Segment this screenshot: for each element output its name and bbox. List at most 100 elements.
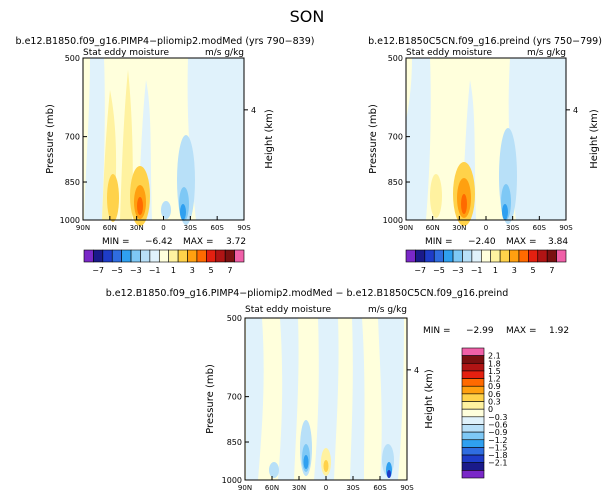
colorbar-swatch — [443, 249, 454, 263]
panel-2-blob-pos-a — [430, 174, 442, 218]
panel-2-subtitle-right: m/s g/kg — [527, 48, 566, 58]
colorbar-label: −0.3 — [488, 413, 507, 422]
colorbar-label: −5 — [433, 266, 445, 275]
colorbar-swatch — [177, 249, 188, 263]
panel-2-y-tick-label: 850 — [388, 178, 403, 187]
colorbar-label: 2.1 — [488, 352, 501, 361]
colorbar-swatch — [83, 249, 94, 263]
colorbar-label: −3 — [452, 266, 464, 275]
colorbar-label: 1 — [493, 266, 498, 275]
panel-1-min-value: −6.42 — [145, 237, 173, 247]
panel-1-x-tick-label: 60N — [103, 224, 117, 232]
colorbar-swatch — [140, 249, 151, 263]
panel-2-max-value: 3.84 — [548, 237, 568, 247]
panel-3-band-a — [246, 318, 264, 480]
panel-1-blob-neg-c — [180, 204, 186, 220]
colorbar-label: −0.6 — [488, 420, 507, 429]
panel-3-blob-pos-b — [323, 460, 329, 472]
colorbar-label: −7 — [92, 266, 104, 275]
colorbar-swatch — [130, 249, 141, 263]
colorbar-swatch — [196, 249, 207, 263]
panel-2-x-tick-label: 60N — [426, 224, 440, 232]
colorbar-swatch — [461, 385, 485, 395]
colorbar-swatch — [405, 249, 416, 263]
panel-3-min-value: −2.99 — [466, 326, 494, 336]
colorbar-swatch — [462, 249, 473, 263]
colorbar-swatch — [461, 355, 485, 364]
panel-2-subtitle-left: Stat eddy moisture — [406, 48, 492, 58]
panel-3: b.e12.B1850.f09_g16.PIMP4−pliomip2.modMe… — [106, 288, 569, 492]
panel-2-y2-tick-label: 4 — [573, 106, 578, 115]
colorbar-label: 1.5 — [488, 367, 501, 376]
colorbar-label: −0.9 — [488, 428, 507, 437]
colorbar-swatch — [461, 401, 485, 410]
colorbar-swatch — [461, 370, 485, 379]
panel-3-x-tick-label: 60S — [373, 484, 387, 492]
colorbar-label: −1 — [471, 266, 483, 275]
panel-1-x-tick-label: 90N — [76, 224, 90, 232]
colorbar-label: 5 — [209, 266, 214, 275]
panel-3-x-tick-label: 0 — [324, 484, 328, 492]
colorbar-swatch — [461, 424, 485, 433]
panel-1: b.e12.B1850.f09_g16.PIMP4−pliomip2.modMe… — [16, 36, 315, 275]
panel-3-blob-neg-f — [387, 470, 391, 478]
colorbar-swatch — [546, 249, 557, 263]
panel-3-ylabel: Pressure (mb) — [205, 364, 216, 434]
panel-2-band-sh-light — [508, 58, 566, 220]
colorbar-swatch — [461, 393, 485, 402]
panel-2-ylabel: Pressure (mb) — [368, 104, 379, 174]
colorbar-swatch — [93, 249, 104, 263]
colorbar-label: −3 — [130, 266, 142, 275]
panel-1-blob-neg-d — [161, 201, 171, 219]
panel-3-title: b.e12.B1850.f09_g16.PIMP4−pliomip2.modMe… — [106, 288, 509, 299]
panel-1-y-tick-label: 500 — [65, 54, 80, 63]
colorbar-swatch — [224, 249, 235, 263]
panel-2-blob-neg-c — [502, 204, 508, 220]
colorbar-swatch — [518, 249, 529, 263]
panel-3-plot — [244, 317, 408, 481]
panel-2-y-tick-label: 1000 — [383, 216, 403, 225]
colorbar-swatch — [461, 416, 485, 425]
colorbar-swatch — [415, 249, 426, 263]
colorbar-swatch — [461, 431, 485, 441]
panel-3-subtitle-right: m/s g/kg — [368, 305, 407, 315]
panel-2-max-label: MAX = — [506, 237, 537, 247]
panel-3-max-value: 1.92 — [549, 326, 569, 336]
colorbar-label: 0.6 — [488, 390, 501, 399]
panel-3-y2-tick-label: 4 — [414, 366, 419, 375]
panel-1-y-tick-label: 700 — [65, 133, 80, 142]
panel-3-x-ticks: 90N 60N 30N 0 30S 60S 90S — [238, 476, 414, 492]
panel-2-x-tick-label: 60S — [533, 224, 547, 232]
panel-3-min-label: MIN = — [423, 326, 451, 336]
panel-3-colorbar: 2.11.81.51.20.90.60.30−0.3−0.6−0.9−1.2−1… — [461, 347, 507, 479]
colorbar-label: −1.2 — [488, 436, 507, 445]
colorbar-swatch — [452, 249, 463, 263]
colorbar-swatch — [499, 249, 510, 263]
panel-2-x-ticks: 90N 60N 30N 0 30S 60S 90S — [399, 216, 573, 232]
panel-2-title: b.e12.B1850C5CN.f09_g16.preind (yrs 750−… — [368, 36, 602, 47]
panel-3-y-tick-label: 700 — [227, 393, 242, 402]
colorbar-label: −5 — [111, 266, 123, 275]
panel-1-plot — [82, 57, 245, 226]
panel-1-subtitle-left: Stat eddy moisture — [83, 48, 169, 58]
panel-3-band-d — [350, 318, 365, 480]
panel-3-band-b — [278, 318, 299, 480]
panel-1-max-label: MAX = — [183, 237, 214, 247]
colorbar-swatch — [461, 447, 485, 456]
colorbar-label: −2.1 — [488, 459, 507, 468]
panel-2-y-ticks: 500 700 850 1000 — [383, 54, 410, 225]
panel-3-y2-ticks: 4 — [407, 366, 419, 375]
colorbar-swatch — [461, 408, 485, 418]
panel-2-x-tick-label: 90S — [559, 224, 573, 232]
colorbar-label: −7 — [414, 266, 426, 275]
colorbar-swatch — [433, 249, 444, 263]
colorbar-label: 0.3 — [488, 398, 501, 407]
panel-1-blob-pos-d — [137, 197, 143, 215]
colorbar-swatch — [461, 462, 485, 471]
panel-1-x-tick-label: 90S — [237, 224, 251, 232]
colorbar-swatch — [490, 249, 501, 263]
colorbar-swatch — [509, 249, 520, 263]
panel-1-y-ticks: 500 700 850 1000 — [60, 54, 87, 225]
panel-3-blob-neg-g — [269, 462, 279, 478]
